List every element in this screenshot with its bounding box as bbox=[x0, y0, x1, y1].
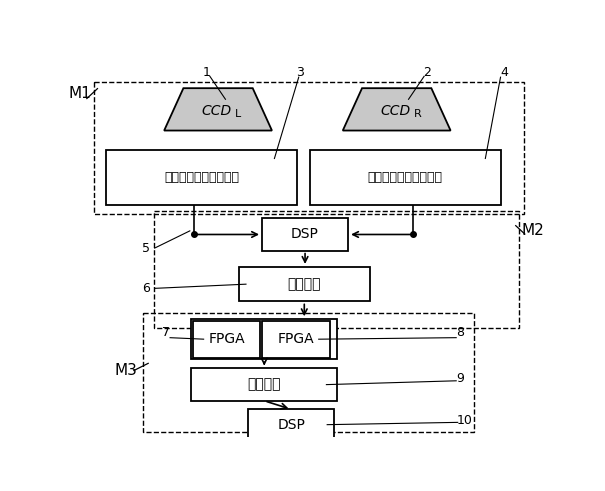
Bar bbox=[191, 368, 338, 401]
Text: M3: M3 bbox=[114, 363, 137, 378]
Bar bbox=[310, 150, 500, 205]
Bar bbox=[262, 218, 348, 250]
Text: 存储芯片: 存储芯片 bbox=[247, 378, 281, 392]
Text: 9: 9 bbox=[456, 372, 464, 385]
Bar bbox=[154, 212, 519, 328]
Bar bbox=[248, 409, 335, 440]
Text: 8: 8 bbox=[456, 326, 464, 339]
Text: DSP: DSP bbox=[277, 418, 305, 432]
Text: 2: 2 bbox=[424, 66, 431, 79]
Text: 6: 6 bbox=[142, 282, 150, 295]
Text: 1: 1 bbox=[203, 66, 211, 79]
Text: FPGA: FPGA bbox=[278, 332, 314, 346]
Bar bbox=[191, 319, 338, 359]
Text: DSP: DSP bbox=[291, 227, 319, 242]
Text: CCD: CCD bbox=[201, 104, 232, 118]
Bar bbox=[262, 321, 330, 357]
Text: 4: 4 bbox=[500, 66, 508, 79]
Text: M2: M2 bbox=[522, 223, 544, 238]
Polygon shape bbox=[343, 88, 451, 131]
Bar bbox=[239, 267, 370, 301]
Text: 存储芯片: 存储芯片 bbox=[287, 277, 321, 291]
Bar bbox=[192, 321, 260, 357]
Text: L: L bbox=[235, 109, 241, 119]
Text: 10: 10 bbox=[457, 414, 473, 427]
Text: 5: 5 bbox=[142, 242, 150, 255]
Text: 3: 3 bbox=[296, 66, 304, 79]
Polygon shape bbox=[164, 88, 272, 131]
Bar bbox=[143, 313, 474, 433]
Text: 可编程视频信号处理器: 可编程视频信号处理器 bbox=[165, 171, 240, 184]
Text: CCD: CCD bbox=[380, 104, 410, 118]
Text: R: R bbox=[414, 109, 421, 119]
Text: 可编程视频信号处理器: 可编程视频信号处理器 bbox=[368, 171, 443, 184]
Bar bbox=[106, 150, 297, 205]
Bar bbox=[94, 82, 524, 215]
Text: M1: M1 bbox=[69, 86, 91, 101]
Text: FPGA: FPGA bbox=[208, 332, 245, 346]
Text: 7: 7 bbox=[162, 326, 169, 339]
